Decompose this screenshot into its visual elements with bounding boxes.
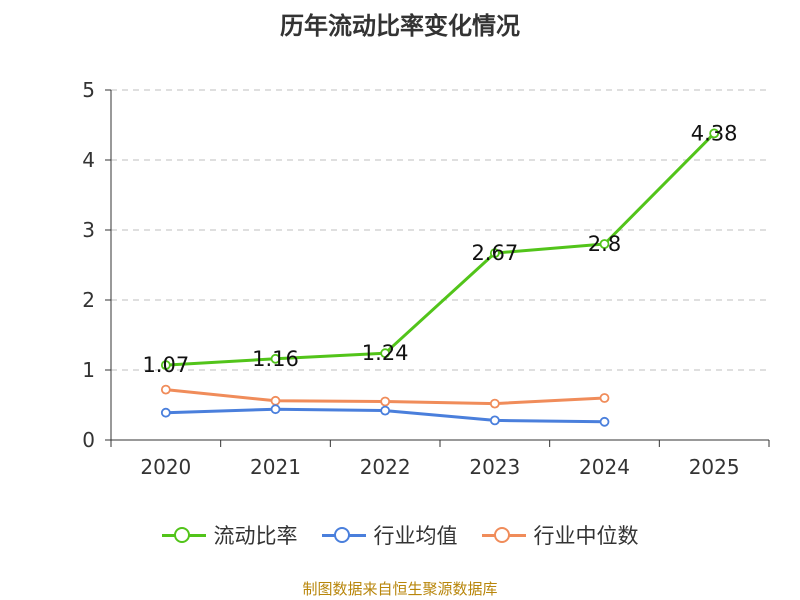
data-point-current_ratio bbox=[160, 360, 171, 371]
legend: 流动比率 行业均值 行业中位数 bbox=[0, 520, 800, 550]
legend-swatch-industry-avg bbox=[321, 525, 366, 545]
y-tick-label: 3 bbox=[82, 218, 95, 242]
data-label: 2.67 bbox=[471, 241, 518, 265]
data-point-industry_avg bbox=[160, 407, 171, 418]
legend-label: 流动比率 bbox=[213, 524, 298, 548]
data-point-current_ratio bbox=[709, 128, 720, 139]
data-point-current_ratio bbox=[270, 353, 281, 364]
data-point-industry_median bbox=[380, 396, 391, 407]
chart-title: 历年流动比率变化情况 bbox=[280, 12, 520, 40]
data-point-industry_avg bbox=[270, 404, 281, 415]
data-point-current_ratio bbox=[599, 239, 610, 249]
y-tick-label: 1 bbox=[82, 358, 95, 382]
data-point-industry_avg bbox=[599, 416, 610, 427]
data-label: 1.24 bbox=[362, 341, 409, 365]
data-point-industry_avg bbox=[380, 405, 391, 416]
legend-label: 行业中位数 bbox=[533, 524, 639, 548]
data-label: 1.07 bbox=[142, 353, 189, 377]
legend-swatch-current-ratio bbox=[161, 525, 206, 545]
legend-label: 行业均值 bbox=[373, 524, 458, 548]
data-point-current_ratio bbox=[380, 348, 391, 359]
data-point-industry_median bbox=[489, 398, 500, 409]
legend-item-current-ratio[interactable]: 流动比率 bbox=[161, 520, 298, 550]
legend-item-industry-median[interactable]: 行业中位数 bbox=[481, 520, 639, 550]
x-tick-label: 2020 bbox=[140, 455, 191, 479]
x-tick-label: 2025 bbox=[689, 455, 740, 479]
data-label: 2.8 bbox=[588, 232, 621, 256]
data-point-industry_avg bbox=[489, 415, 500, 426]
series-line-current_ratio bbox=[165, 132, 716, 367]
data-point-current_ratio bbox=[489, 248, 500, 259]
x-tick-label: 2022 bbox=[360, 455, 411, 479]
legend-swatch-industry-median bbox=[481, 525, 526, 545]
x-tick-label: 2024 bbox=[579, 455, 630, 479]
data-point-industry_median bbox=[160, 384, 171, 395]
data-point-industry_median bbox=[599, 393, 610, 403]
x-tick-label: 2023 bbox=[469, 455, 520, 479]
data-source-note: 制图数据来自恒生聚源数据库 bbox=[302, 580, 498, 598]
x-tick-label: 2021 bbox=[250, 455, 301, 479]
y-tick-label: 4 bbox=[82, 148, 95, 172]
data-label: 4.38 bbox=[691, 121, 738, 145]
y-tick-label: 0 bbox=[82, 428, 95, 452]
data-label: 1.16 bbox=[252, 347, 299, 371]
y-tick-label: 2 bbox=[82, 288, 95, 312]
data-point-industry_median bbox=[270, 395, 281, 406]
y-tick-label: 5 bbox=[82, 78, 95, 102]
legend-item-industry-avg[interactable]: 行业均值 bbox=[321, 520, 458, 550]
